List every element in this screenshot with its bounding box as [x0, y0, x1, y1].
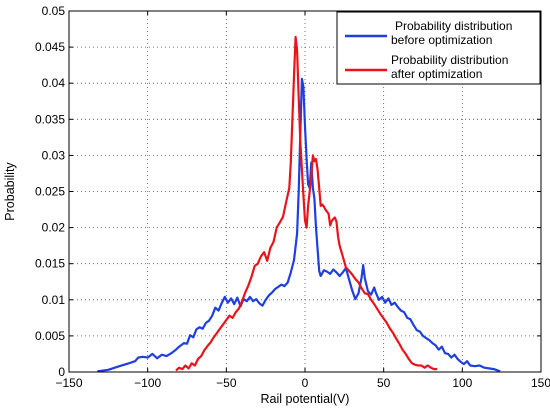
x-tick-label: 0 — [302, 376, 309, 390]
y-tick-label: 0.015 — [35, 257, 65, 271]
legend-label: after optimization — [391, 67, 482, 81]
y-tick-label: 0.02 — [42, 221, 66, 235]
x-axis-label: Rail potential(V) — [261, 392, 350, 406]
y-axis-label: Probability — [3, 162, 17, 221]
x-tick-label: 50 — [377, 376, 391, 390]
y-tick-label: 0.01 — [42, 293, 66, 307]
series-line-after-optimization — [175, 35, 438, 372]
y-tick-label: 0 — [58, 365, 65, 379]
y-tick-label: 0.04 — [42, 76, 66, 90]
y-tick-label: 0.045 — [35, 40, 65, 54]
y-tick-label: 0.05 — [42, 4, 66, 18]
x-tick-label: 100 — [452, 376, 472, 390]
legend-label: Probability distribution — [395, 19, 512, 33]
y-tick-label: 0.025 — [35, 185, 65, 199]
y-tick-label: 0.03 — [42, 148, 66, 162]
y-tick-label: 0.035 — [35, 112, 65, 126]
legend-label: Probability distribution — [391, 53, 508, 67]
axis-ticks: −150 −100 −50 0 50 100 150 0 0.005 0.01 0.015 0.02 0… — [35, 4, 550, 390]
y-tick-label: 0.005 — [35, 329, 65, 343]
legend-label: before optimization — [391, 33, 492, 47]
x-tick-label: −100 — [134, 376, 161, 390]
legend-box — [336, 11, 541, 85]
series-lines — [97, 35, 501, 373]
grid — [69, 11, 541, 372]
x-tick-label: −150 — [55, 376, 82, 390]
x-tick-label: 150 — [531, 376, 550, 390]
x-tick-label: −50 — [216, 376, 237, 390]
